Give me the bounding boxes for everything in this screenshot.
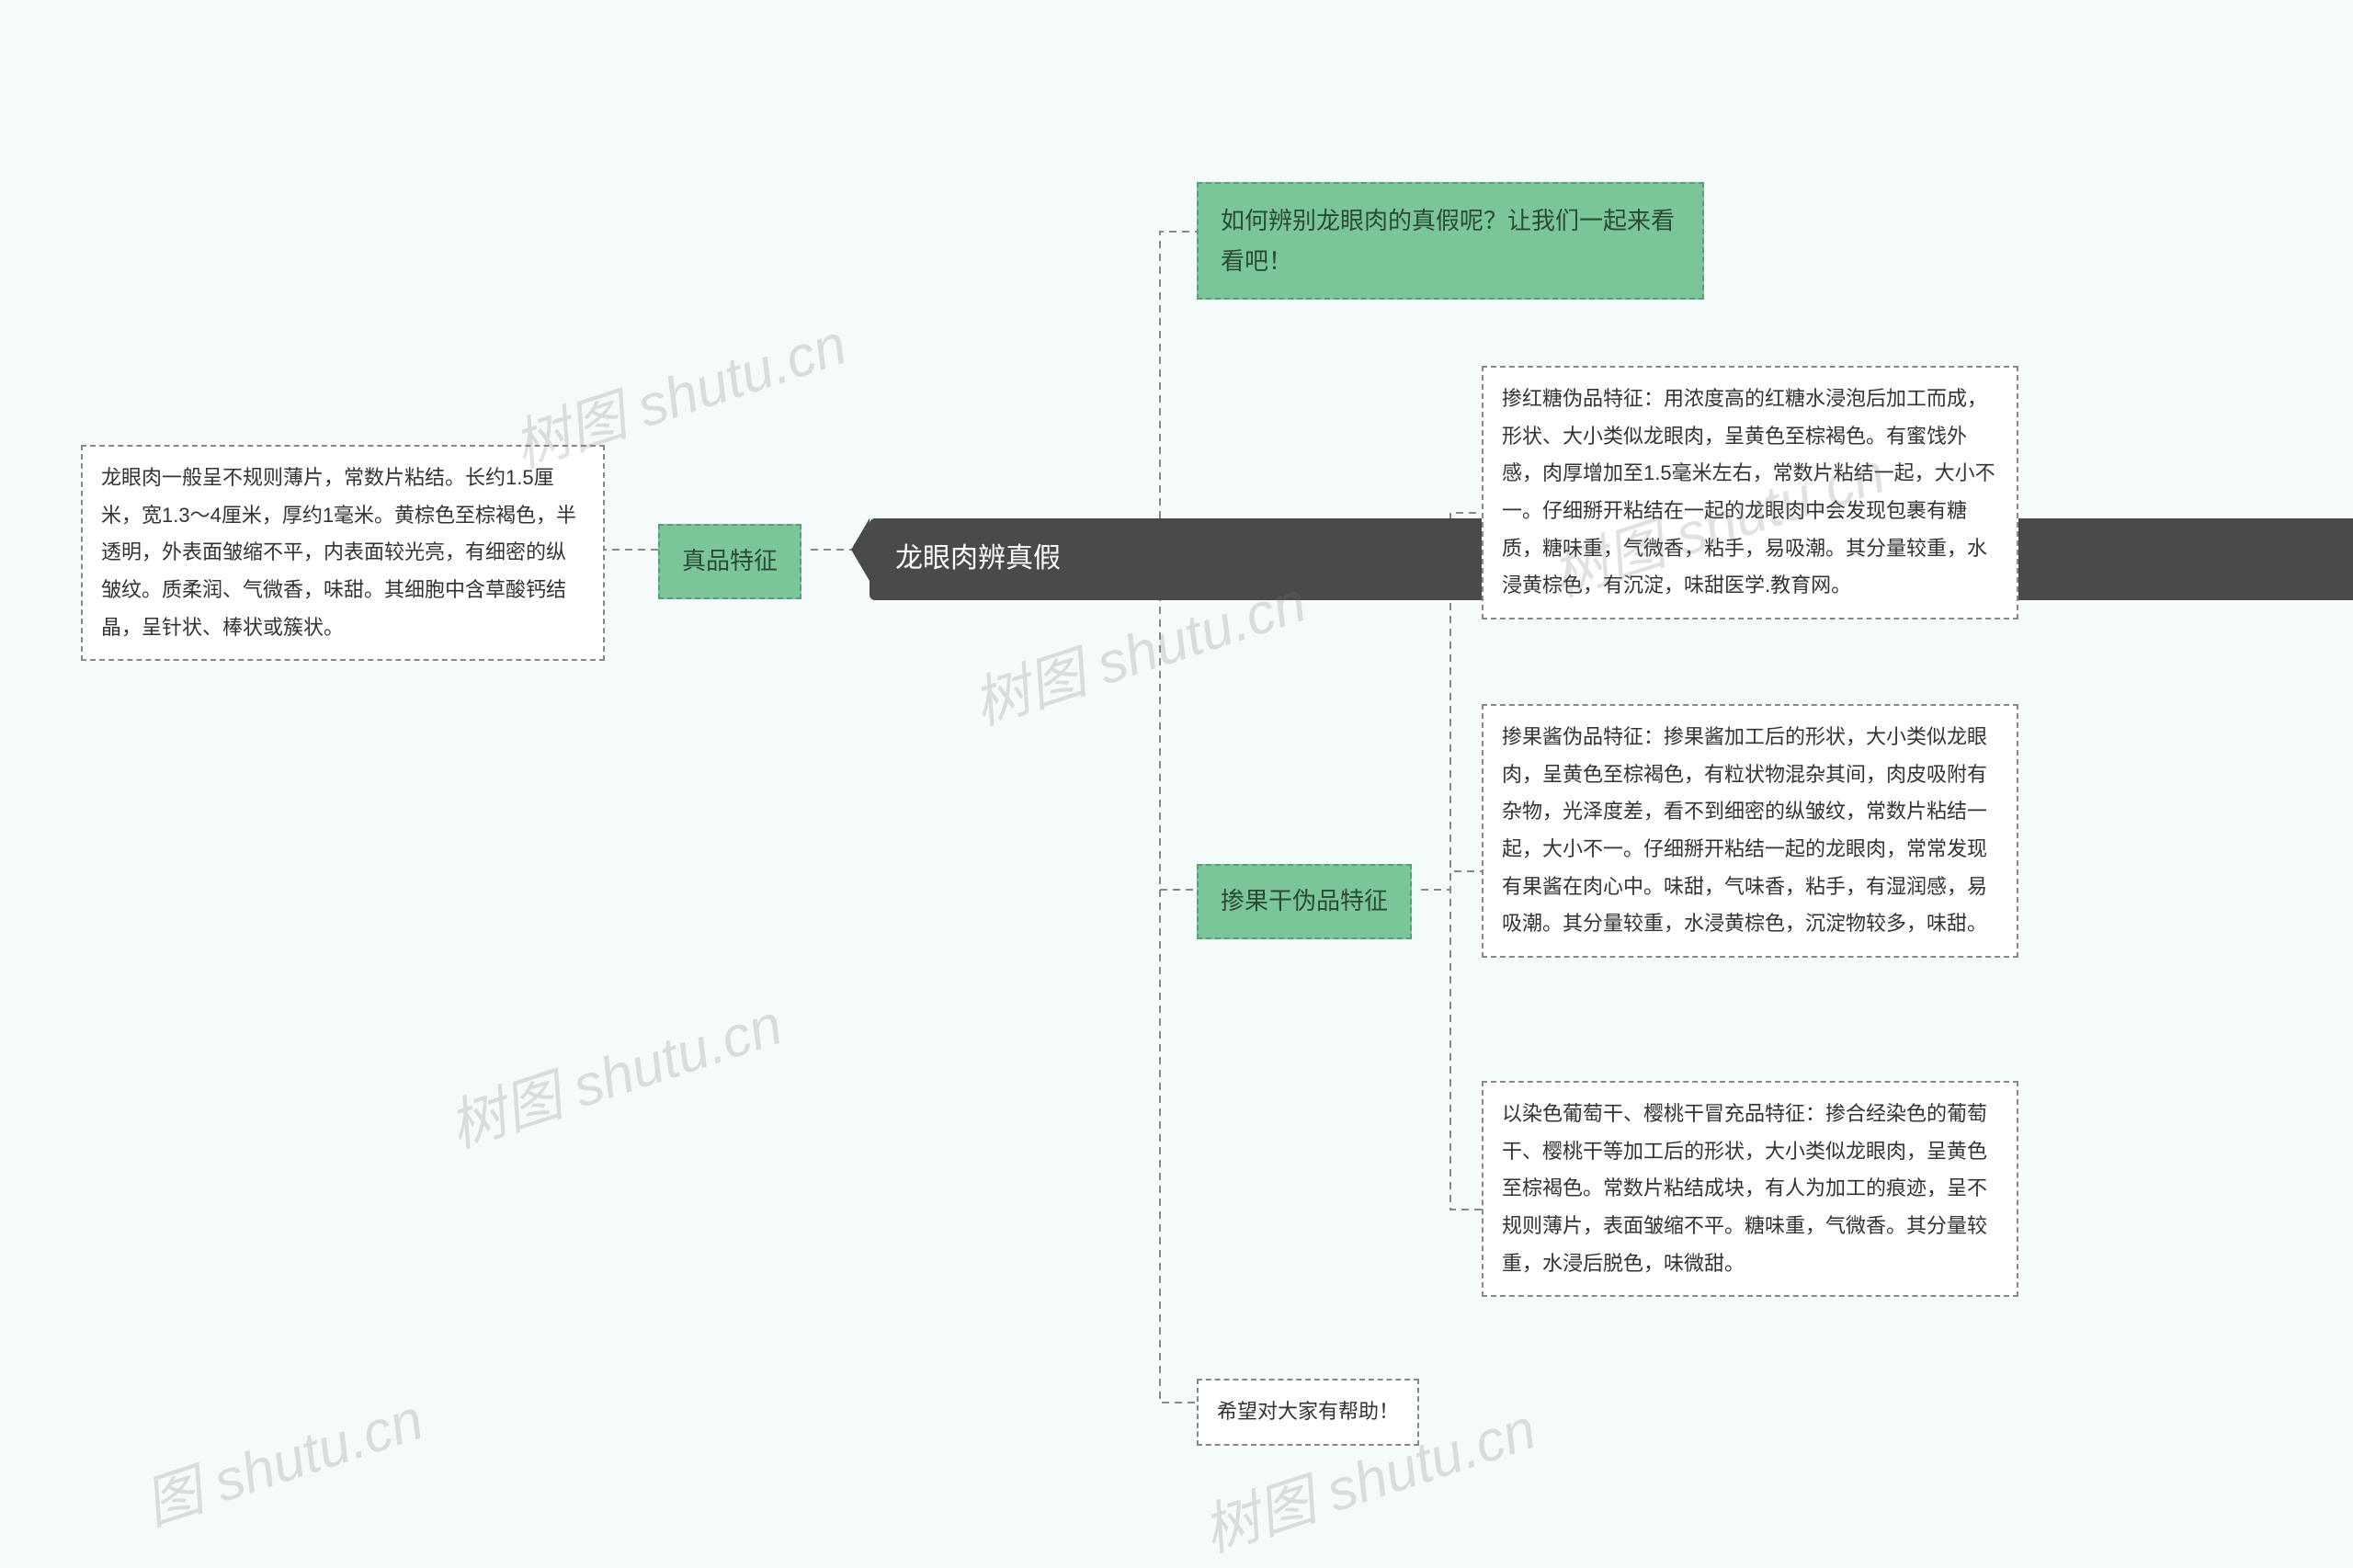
connector-path xyxy=(1127,550,1197,890)
branch-intro-text: 如何辨别龙眼肉的真假呢？让我们一起来看看吧！ xyxy=(1221,207,1675,275)
watermark: 树图 shutu.cn xyxy=(437,978,790,1164)
branch-genuine-label: 真品特征 xyxy=(682,547,778,574)
leaf-genuine-text: 龙眼肉一般呈不规则薄片，常数片粘结。长约1.5厘米，宽1.3～4厘米，厚约1毫米… xyxy=(101,466,576,639)
connector-path xyxy=(1421,871,1482,890)
connector-path xyxy=(1127,550,1197,1403)
leaf-fake-1-text: 掺红糖伪品特征：用浓度高的红糖水浸泡后加工而成，形状、大小类似龙眼肉，呈黄色至棕… xyxy=(1502,387,1995,597)
leaf-help-text: 希望对大家有帮助！ xyxy=(1217,1400,1399,1423)
branch-genuine[interactable]: 真品特征 xyxy=(658,524,801,599)
branch-fake-label: 掺果干伪品特征 xyxy=(1221,887,1388,915)
leaf-help: 希望对大家有帮助！ xyxy=(1197,1379,1419,1446)
connector-path xyxy=(1421,890,1482,1210)
leaf-fake-3: 以染色葡萄干、樱桃干冒充品特征：掺合经染色的葡萄干、樱桃干等加工后的形状，大小类… xyxy=(1482,1081,2018,1297)
watermark: 图 shutu.cn xyxy=(132,1373,432,1541)
branch-intro[interactable]: 如何辨别龙眼肉的真假呢？让我们一起来看看吧！ xyxy=(1197,182,1704,300)
leaf-fake-1: 掺红糖伪品特征：用浓度高的红糖水浸泡后加工而成，形状、大小类似龙眼肉，呈黄色至棕… xyxy=(1482,366,2018,619)
leaf-fake-2-text: 掺果酱伪品特征：掺果酱加工后的形状，大小类似龙眼肉，呈黄色至棕褐色，有粒状物混杂… xyxy=(1502,725,1987,935)
leaf-fake-2: 掺果酱伪品特征：掺果酱加工后的形状，大小类似龙眼肉，呈黄色至棕褐色，有粒状物混杂… xyxy=(1482,704,2018,958)
connector-path xyxy=(1127,232,1197,550)
leaf-genuine-desc: 龙眼肉一般呈不规则薄片，常数片粘结。长约1.5厘米，宽1.3～4厘米，厚约1毫米… xyxy=(81,445,605,661)
branch-fake[interactable]: 掺果干伪品特征 xyxy=(1197,864,1412,939)
leaf-fake-3-text: 以染色葡萄干、樱桃干冒充品特征：掺合经染色的葡萄干、樱桃干等加工后的形状，大小类… xyxy=(1502,1102,1987,1275)
root-label: 龙眼肉辨真假 xyxy=(895,543,1061,574)
